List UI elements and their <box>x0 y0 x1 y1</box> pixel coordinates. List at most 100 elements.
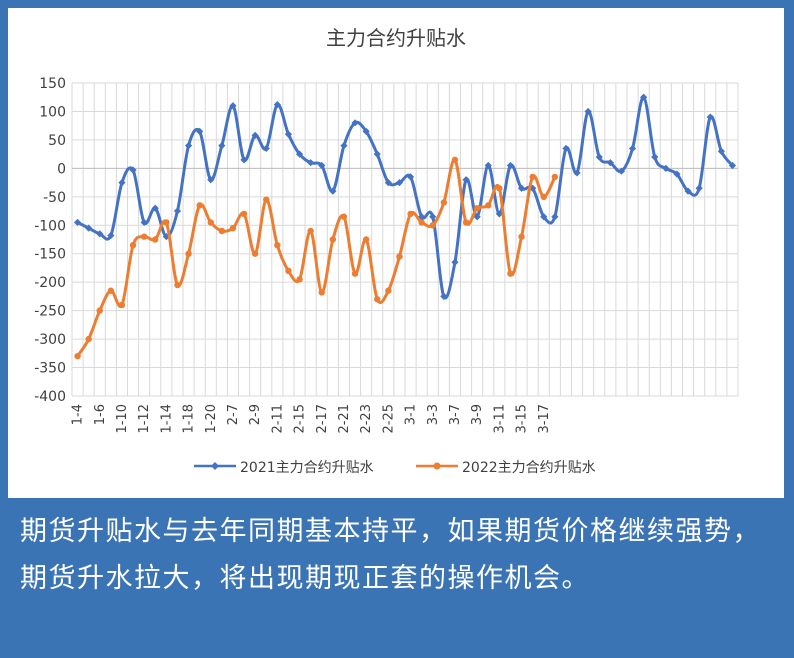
data-point <box>118 178 126 187</box>
x-tick-label: 1-12 <box>137 404 152 434</box>
data-point <box>196 127 204 135</box>
data-point <box>140 218 148 227</box>
data-point <box>196 202 203 209</box>
chart-title: 主力合约升贴水 <box>326 26 466 50</box>
data-point <box>440 292 448 301</box>
data-point <box>529 184 537 192</box>
data-point <box>374 296 381 303</box>
data-point <box>107 231 115 240</box>
data-point <box>584 107 592 116</box>
x-tick-label: 1-6 <box>93 404 108 425</box>
data-point <box>340 142 348 150</box>
series-layer <box>73 93 737 360</box>
data-point <box>274 241 281 249</box>
data-point <box>429 222 436 229</box>
y-tick-label: 50 <box>48 133 66 149</box>
y-axis: 150 100 50 0 -50 -100 -150 -200 -250 -300 -350 -400 <box>34 76 66 405</box>
x-tick-label: 1-14 <box>159 404 174 434</box>
y-tick-label: -200 <box>34 275 66 291</box>
data-point <box>362 236 370 243</box>
data-point <box>118 301 126 309</box>
y-tick-label: -250 <box>34 304 66 320</box>
x-tick-label: 2-11 <box>270 404 285 434</box>
data-point <box>240 210 248 218</box>
data-point <box>373 150 381 158</box>
data-point <box>573 169 581 177</box>
data-point <box>551 213 559 221</box>
data-point <box>551 173 559 181</box>
caption-text: 期货升贴水与去年同期基本持平，如果期货价格继续强势，期货升水拉大，将出现期现正套… <box>20 516 761 594</box>
data-point <box>207 176 215 184</box>
data-point <box>85 335 92 343</box>
x-tick-label: 3-17 <box>537 404 552 434</box>
data-point <box>318 161 326 170</box>
x-tick-label: 3-9 <box>470 404 485 425</box>
data-point <box>73 218 82 227</box>
data-point <box>406 173 415 181</box>
data-point <box>96 307 103 314</box>
data-point <box>107 287 115 294</box>
data-point <box>284 130 293 138</box>
data-point <box>262 144 270 153</box>
y-tick-label: -50 <box>43 190 66 206</box>
data-point <box>507 270 514 277</box>
data-point <box>173 207 182 215</box>
data-point <box>218 227 226 235</box>
y-tick-label: -150 <box>34 247 66 263</box>
x-axis: 1-4 1-6 1-10 1-12 1-14 1-18 1-20 2-7 2-9 2-11 2-15… <box>71 404 552 434</box>
legend-label-2022: 2022主力合约升贴水 <box>462 460 596 476</box>
data-point <box>129 166 137 174</box>
data-point <box>229 224 237 232</box>
data-point <box>318 289 325 296</box>
x-tick-label: 1-4 <box>71 404 86 425</box>
x-tick-label: 2-15 <box>293 404 308 434</box>
legend: 2021主力合约升贴水 2022主力合约升贴水 <box>194 460 596 476</box>
y-tick-label: -300 <box>34 332 66 348</box>
data-point <box>451 156 459 164</box>
data-point <box>384 178 392 187</box>
data-point <box>329 236 337 243</box>
data-point <box>340 213 348 220</box>
data-point <box>295 150 304 158</box>
data-point <box>706 113 714 121</box>
data-point <box>251 250 259 257</box>
data-point <box>651 153 659 161</box>
data-point <box>495 210 503 218</box>
data-point <box>506 161 515 170</box>
data-point <box>163 219 170 226</box>
data-point <box>462 219 470 226</box>
x-tick-label: 3-3 <box>426 404 441 425</box>
data-point <box>296 276 303 283</box>
x-tick-label: 1-18 <box>182 404 197 434</box>
x-tick-label: 1-10 <box>115 404 130 434</box>
data-point <box>606 159 614 167</box>
data-point <box>151 204 159 212</box>
data-point <box>595 153 603 161</box>
data-point <box>240 156 248 164</box>
data-point <box>473 205 481 212</box>
data-point <box>695 184 703 192</box>
data-point <box>440 199 448 206</box>
data-point <box>307 227 314 235</box>
data-point <box>484 161 492 170</box>
data-point <box>407 210 414 218</box>
data-point <box>140 233 148 240</box>
x-tick-label: 2-7 <box>226 404 241 425</box>
y-tick-label: -100 <box>34 218 66 234</box>
data-point <box>640 93 648 101</box>
y-tick-label: 150 <box>39 76 66 92</box>
data-point <box>617 167 626 175</box>
legend-marker-2022 <box>433 462 441 470</box>
y-tick-label: -350 <box>34 361 66 377</box>
data-point <box>473 213 481 221</box>
data-point <box>451 258 459 266</box>
data-point <box>152 236 159 243</box>
data-point <box>540 193 547 201</box>
data-point <box>662 164 670 172</box>
data-point <box>418 213 426 221</box>
data-point <box>218 142 226 150</box>
data-point <box>385 287 392 294</box>
legend-label-2021: 2021主力合约升贴水 <box>240 460 374 476</box>
data-point <box>351 119 359 127</box>
data-point <box>496 185 503 192</box>
